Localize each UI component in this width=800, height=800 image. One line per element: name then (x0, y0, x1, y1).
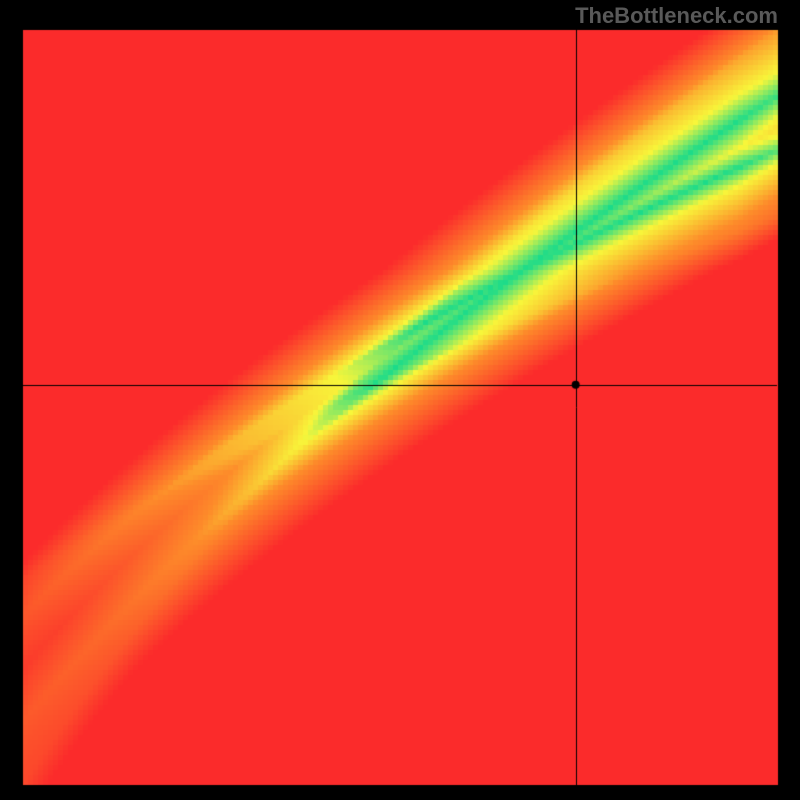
chart-container: TheBottleneck.com (0, 0, 800, 800)
watermark-text: TheBottleneck.com (575, 3, 778, 29)
heatmap-canvas (0, 0, 800, 800)
